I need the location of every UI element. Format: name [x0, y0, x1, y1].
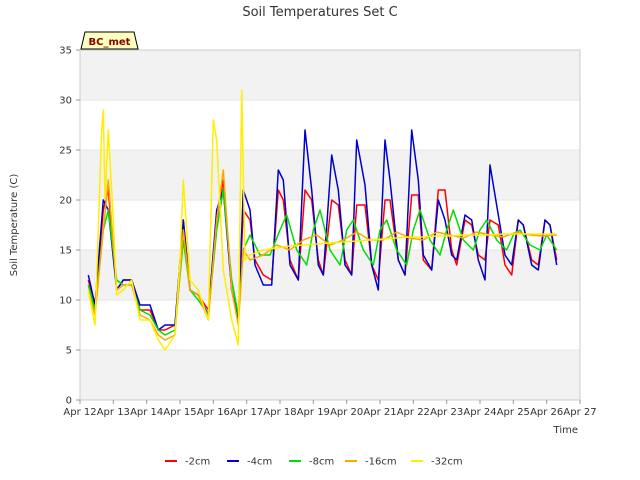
plot-background [80, 50, 580, 400]
x-tick-label: Apr 17 [230, 407, 263, 418]
y-tick-label: 0 [66, 396, 72, 407]
plot-frame [79, 49, 581, 401]
y-axis-label: Soil Temperature (C) [9, 174, 20, 277]
y-tick-label: 10 [59, 296, 72, 307]
series-line-3 [87, 189, 558, 336]
legend-label-4: -16cm [365, 457, 397, 468]
x-tick-label: Apr 23 [430, 407, 463, 418]
legend-label-1: -2cm [185, 457, 210, 468]
x-tick-label: Apr 12 [63, 407, 96, 418]
plot-area [80, 50, 580, 400]
legend: -2cm -4cm -8cm -16cm -32cm [165, 457, 463, 468]
legend-label-5: -32cm [431, 457, 463, 468]
legend-label-2: -4cm [247, 457, 272, 468]
series-lines [87, 89, 558, 351]
chart-title: Soil Temperatures Set C [242, 5, 397, 20]
x-tick-label: Apr 25 [497, 407, 530, 418]
series-line-4 [87, 169, 557, 341]
legend-label-3: -8cm [309, 457, 334, 468]
grid-band [80, 250, 580, 300]
x-axis-label: Time [553, 425, 578, 436]
x-tick-label: Apr 22 [397, 407, 430, 418]
x-tick-label: Apr 21 [363, 407, 396, 418]
y-tick-label: 30 [59, 96, 72, 107]
badge-shape [80, 31, 139, 50]
y-tick-label: 20 [59, 196, 72, 207]
x-tick-label: Apr 20 [330, 407, 363, 418]
grid-band [80, 350, 580, 400]
x-tick-label: Apr 26 [530, 407, 563, 418]
y-tick-label: 5 [66, 346, 72, 357]
y-tick-label: 15 [59, 246, 72, 257]
badge-label: BC_met [89, 37, 131, 48]
x-tick-label: Apr 27 [563, 407, 596, 418]
y-tick-label: 25 [59, 146, 72, 157]
x-tick-label: Apr 16 [197, 407, 230, 418]
x-tick-label: Apr 18 [263, 407, 296, 418]
series-line-5 [87, 89, 557, 351]
x-tick-label: Apr 15 [163, 407, 196, 418]
station-badge: BC_met [80, 31, 139, 50]
x-tick-label: Apr 14 [130, 407, 163, 418]
y-tick-label: 35 [59, 46, 72, 57]
x-tick-label: Apr 13 [97, 407, 130, 418]
x-tick-label: Apr 19 [297, 407, 330, 418]
grid-band [80, 50, 580, 100]
x-tick-label: Apr 24 [463, 407, 496, 418]
